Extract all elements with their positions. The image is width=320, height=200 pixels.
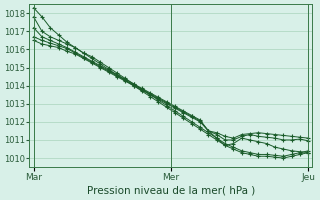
X-axis label: Pression niveau de la mer( hPa ): Pression niveau de la mer( hPa )	[87, 186, 255, 196]
